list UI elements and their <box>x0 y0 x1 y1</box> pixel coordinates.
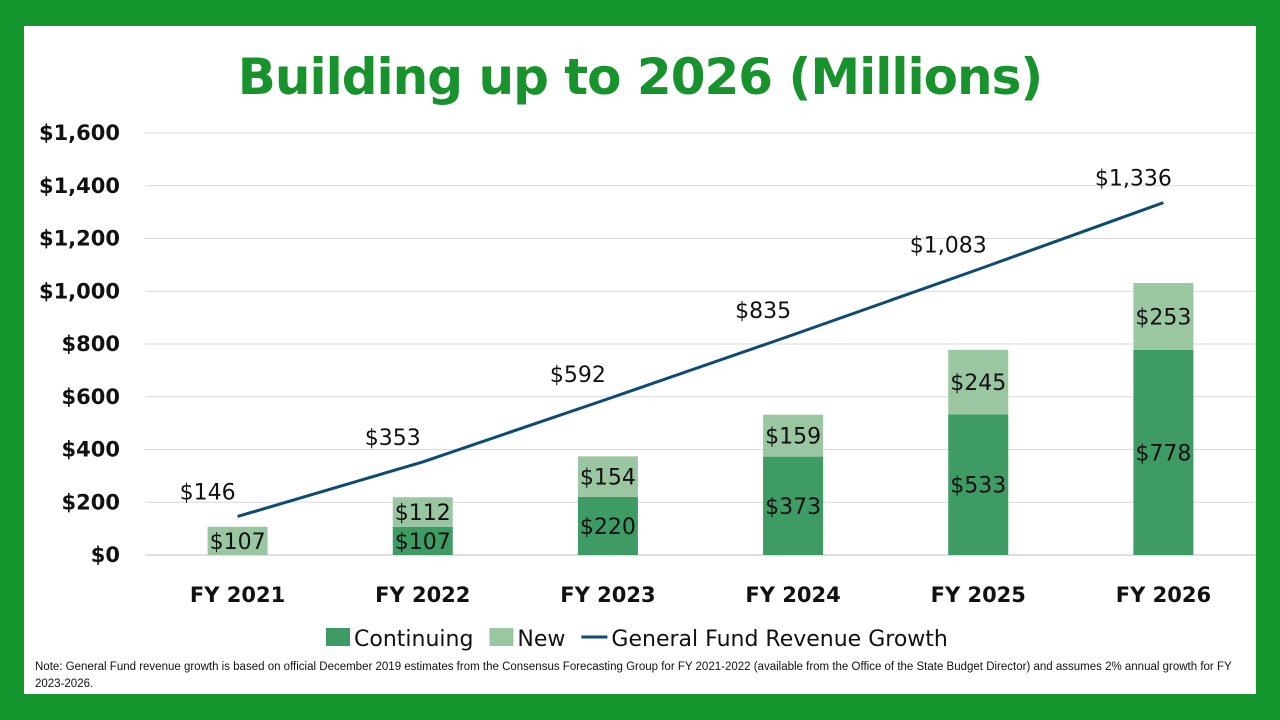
y-tick-label: $0 <box>91 543 120 567</box>
bar-data-label: $245 <box>950 371 1006 396</box>
x-tick-label: FY 2022 <box>375 583 470 607</box>
legend-label: Continuing <box>354 627 473 652</box>
y-tick-label: $1,400 <box>39 174 120 198</box>
bar-new <box>1133 283 1194 350</box>
line-data-label: $835 <box>735 299 791 324</box>
bar-continuing <box>577 496 638 555</box>
bar-data-label: $107 <box>210 530 266 555</box>
legend-swatch <box>489 628 514 646</box>
bar-new <box>763 414 824 457</box>
line-data-label: $1,083 <box>910 233 987 258</box>
y-tick-label: $200 <box>62 490 120 514</box>
legend-label: General Fund Revenue Growth <box>611 627 947 652</box>
x-tick-label: FY 2025 <box>931 583 1026 607</box>
slide: Building up to 2026 (Millions) $0 $200 $40… <box>24 26 1256 694</box>
legend-label: New <box>517 627 565 652</box>
line-data-label: $353 <box>365 426 421 451</box>
y-tick-label: $1,200 <box>39 227 120 251</box>
bar-data-label: $253 <box>1135 305 1191 330</box>
bar-data-label: $154 <box>580 466 636 491</box>
x-tick-label: FY 2021 <box>190 583 285 607</box>
x-tick-label: FY 2024 <box>745 583 840 607</box>
bar-data-label: $778 <box>1135 441 1191 466</box>
bar-new <box>948 349 1009 415</box>
y-tick-label: $1,000 <box>39 279 120 303</box>
legend-swatch <box>326 628 350 646</box>
y-tick-label: $400 <box>62 438 120 462</box>
chart-title: Building up to 2026 (Millions) <box>237 48 1043 106</box>
bar-continuing <box>392 526 453 555</box>
bar-new <box>207 526 268 555</box>
y-tick-label: $600 <box>62 385 120 409</box>
bar-data-label: $159 <box>765 425 821 450</box>
bar-continuing <box>763 456 824 555</box>
bar-data-label: $107 <box>395 530 451 555</box>
line-data-label: $592 <box>550 363 606 388</box>
line-general-fund-revenue-growth <box>237 201 1164 518</box>
chart: $0 $200 $400 $600 $800 $1,000 $1,200 $1,400 $1,6… <box>39 121 1256 652</box>
y-tick-label: $1,600 <box>39 121 120 145</box>
bar-data-label: $373 <box>765 495 821 520</box>
bar-data-label: $533 <box>950 474 1006 499</box>
bar-new <box>392 497 453 527</box>
bar-new <box>577 456 638 497</box>
x-tick-label: FY 2023 <box>560 583 655 607</box>
y-tick-label: $800 <box>62 332 120 356</box>
bar-continuing <box>1133 349 1194 555</box>
bar-data-label: $220 <box>580 515 636 540</box>
bar-data-label: $112 <box>395 501 451 526</box>
bar-continuing <box>948 414 1009 555</box>
x-tick-label: FY 2026 <box>1116 583 1211 607</box>
footnote: Note: General Fund revenue growth is bas… <box>35 661 1232 690</box>
line-data-label: $1,336 <box>1095 167 1172 192</box>
line-data-label: $146 <box>180 480 236 505</box>
